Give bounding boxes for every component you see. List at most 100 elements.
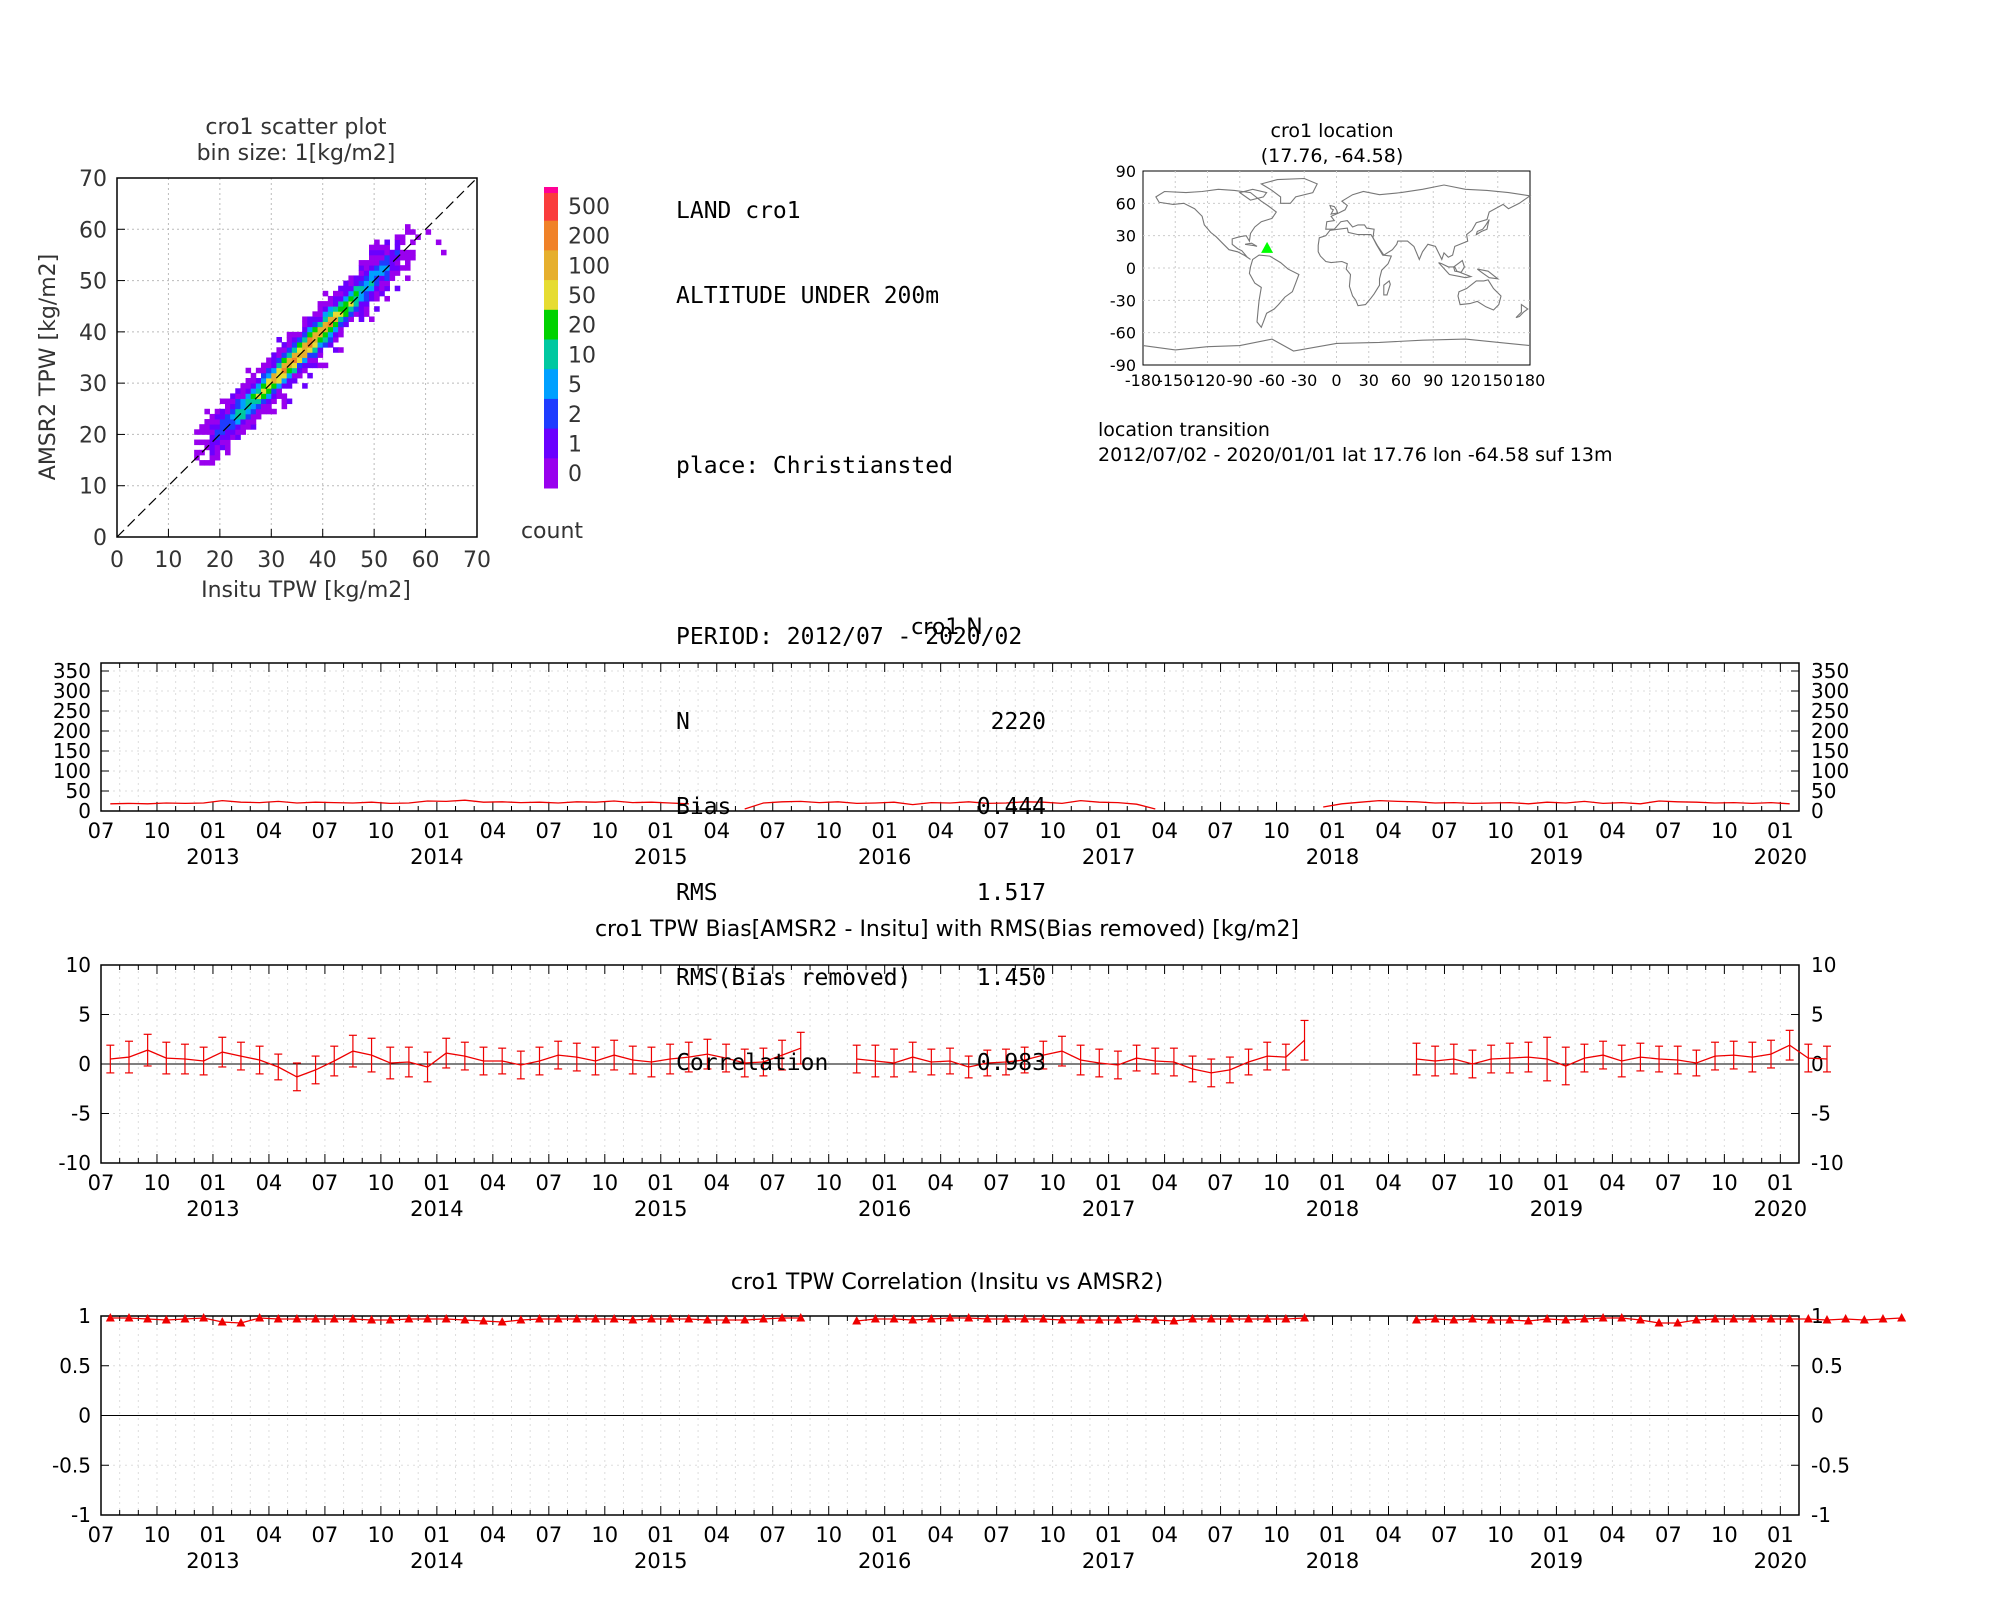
data-point — [1654, 1317, 1664, 1327]
data-point — [1300, 1312, 1310, 1322]
heatmap-cell — [225, 419, 231, 425]
heatmap-cell — [302, 342, 308, 348]
heatmap-cell — [235, 429, 241, 435]
heatmap-cell — [261, 367, 267, 374]
heatmap-cell — [276, 383, 282, 389]
heatmap-cell — [204, 419, 210, 425]
y-tick-label-left: 200 — [53, 719, 91, 743]
map-lat-label: -90 — [1110, 356, 1136, 375]
heatmap-cell — [333, 311, 339, 317]
heatmap-cell — [230, 434, 236, 440]
heatmap-cell — [297, 336, 303, 343]
x-month-label: 10 — [368, 1523, 395, 1547]
y-tick-label: 10 — [79, 475, 107, 500]
heatmap-cell — [261, 398, 267, 405]
heatmap-cell — [343, 285, 349, 292]
heatmap-cell — [230, 419, 236, 425]
x-month-label: 01 — [1319, 1171, 1346, 1195]
heatmap-cell — [379, 260, 385, 266]
heatmap-cell — [348, 275, 354, 281]
data-point — [1001, 1313, 1011, 1323]
heatmap-cell — [374, 290, 380, 297]
data-point — [367, 1314, 377, 1324]
heatmap-cell — [307, 372, 313, 379]
y-tick-label: 60 — [79, 218, 107, 243]
map-lat-label: 0 — [1126, 259, 1136, 278]
heatmap-cell — [353, 311, 360, 317]
heatmap-cell — [219, 413, 226, 420]
y-tick-label-right: 0.5 — [1811, 1354, 1843, 1378]
heatmap-cell — [214, 419, 221, 425]
location-map: -180-150-120 -90 -60 -30 0 30 60 90 120 150 180906… — [1110, 162, 1545, 390]
heatmap-cell — [322, 331, 329, 338]
heatmap-cell — [363, 311, 370, 317]
heatmap-cell — [250, 388, 257, 394]
series-line — [744, 799, 1156, 810]
map-lon-label: -60 — [1259, 371, 1285, 390]
station-marker — [1261, 241, 1274, 253]
heatmap-cell — [286, 372, 293, 379]
coastline-australia — [1457, 279, 1502, 311]
coastline-antarctica — [1142, 338, 1531, 352]
heatmap-cell — [317, 301, 324, 307]
heatmap-cell — [410, 239, 416, 246]
x-tick-label: 60 — [412, 548, 440, 573]
heatmap-cell — [225, 434, 231, 440]
heatmap-cell — [369, 249, 375, 256]
data-point — [273, 1313, 283, 1323]
heatmap-cell — [379, 265, 385, 271]
heatmap-cell — [384, 295, 390, 302]
heatmap-cell — [327, 301, 334, 307]
heatmap-cell — [214, 424, 221, 430]
heatmap-cell — [405, 224, 411, 230]
scatter-plot: 0 10 20 30 40 50 60 70 0 10 20 30 40 50 60 70 — [79, 167, 491, 573]
heatmap-cell — [240, 419, 246, 425]
heatmap-cell — [322, 342, 329, 348]
x-year-label: 2013 — [186, 1197, 239, 1221]
colorbar-tick-label: 0 — [568, 462, 582, 487]
heatmap-cell — [405, 249, 411, 256]
y-tick-label-right: 300 — [1811, 679, 1849, 703]
scatter-subtitle: bin size: 1[kg/m2] — [197, 141, 396, 166]
colorbar-tick-label: 1 — [568, 432, 582, 457]
x-month-label: 01 — [1543, 1523, 1570, 1547]
heatmap-cell — [281, 403, 288, 410]
heatmap-cell — [322, 321, 329, 328]
x-month-label: 07 — [983, 1523, 1010, 1547]
heatmap-cell — [281, 362, 288, 369]
heatmap-cell — [312, 326, 318, 333]
x-month-label: 01 — [1767, 1171, 1794, 1195]
x-month-label: 01 — [871, 1171, 898, 1195]
stat-value: 1.517 — [976, 879, 1046, 906]
x-month-label: 10 — [815, 1171, 842, 1195]
data-point — [1281, 1313, 1291, 1323]
heatmap-cell — [209, 429, 216, 435]
x-month-label: 07 — [1655, 1171, 1682, 1195]
heatmap-cell — [291, 336, 298, 343]
heatmap-cell — [250, 403, 257, 410]
heatmap-cell — [363, 260, 370, 266]
x-month-label: 07 — [1207, 1523, 1234, 1547]
colorbar-segment — [544, 458, 558, 489]
x-month-label: 07 — [1655, 819, 1682, 843]
heatmap-cell — [204, 429, 210, 435]
location-transition: location transition 2012/07/02 - 2020/01/… — [1098, 418, 1612, 468]
x-year-label: 2015 — [634, 1197, 687, 1221]
data-point — [423, 1313, 433, 1323]
corr-panel-title: cro1 TPW Correlation (Insitu vs AMSR2) — [731, 1270, 1163, 1295]
heatmap-cell — [245, 383, 252, 389]
panel-frame — [100, 662, 1800, 812]
y-tick-label-right: -1 — [1811, 1503, 1831, 1527]
heatmap-cell — [317, 316, 324, 322]
heatmap-cell — [245, 378, 252, 384]
heatmap-cell — [358, 295, 365, 302]
coastline-borneo — [1453, 259, 1466, 273]
y-tick-label-left: 350 — [53, 659, 91, 683]
x-month-label: 07 — [312, 1523, 339, 1547]
x-month-label: 10 — [1487, 1523, 1514, 1547]
y-tick-label-left: -5 — [71, 1102, 91, 1126]
x-month-label: 01 — [1767, 819, 1794, 843]
heatmap-cell — [230, 424, 236, 430]
heatmap-cell — [219, 434, 226, 440]
data-point — [497, 1316, 507, 1326]
